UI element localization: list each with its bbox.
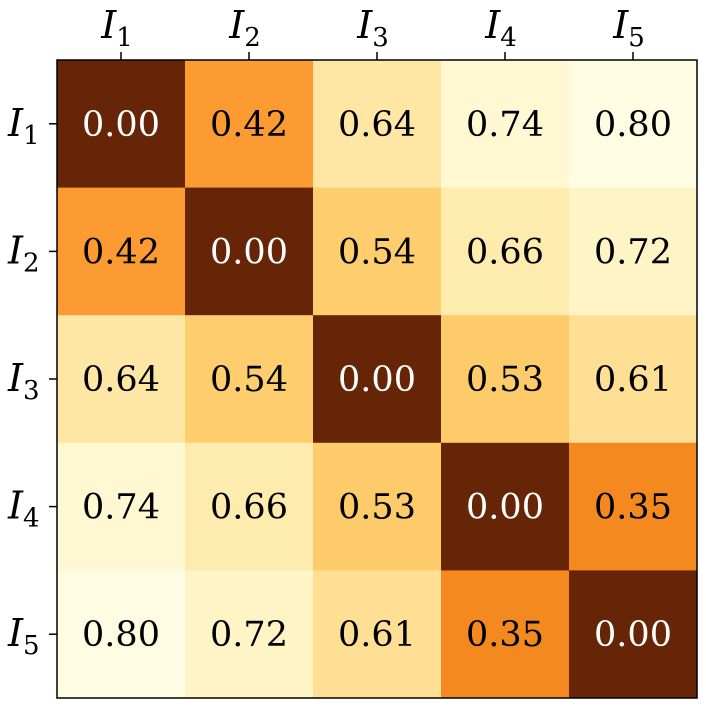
- heatmap-cell-r3-c4: [441, 315, 570, 444]
- heatmap-cell-r1-c1: [57, 60, 186, 189]
- x-tick-label: I4: [484, 3, 517, 53]
- cell-value-r2-c3: 0.54: [338, 232, 416, 272]
- heatmap-cell-r3-c5: [569, 315, 698, 444]
- y-tick-label-sub: 3: [23, 376, 40, 406]
- heatmap-cell-r3-c1: [57, 315, 186, 444]
- cell-value-r2-c4: 0.66: [466, 232, 544, 272]
- x-tick-label-sub: 3: [372, 23, 389, 53]
- heatmap-cell-r4-c3: [313, 442, 442, 571]
- x-tick-label-base: I: [100, 3, 117, 47]
- heatmap-cell-r1-c3: [313, 60, 442, 189]
- x-tick-label-sub: 2: [244, 23, 261, 53]
- cell-value-r1-c5: 0.80: [594, 105, 672, 145]
- heatmap-cell-r2-c3: [313, 187, 442, 316]
- cell-value-r1-c2: 0.42: [210, 105, 288, 145]
- x-tick-label: I5: [612, 3, 645, 53]
- cell-value-r4-c2: 0.66: [210, 488, 288, 528]
- cell-value-r2-c1: 0.42: [82, 232, 160, 272]
- cell-value-r4-c3: 0.53: [338, 488, 416, 528]
- cell-value-r5-c3: 0.61: [338, 615, 416, 655]
- heatmap-cell-r3-c2: [185, 315, 314, 444]
- y-tick-label: I5: [7, 611, 40, 661]
- x-tick-label-base: I: [484, 3, 501, 47]
- cell-value-r2-c2: 0.00: [210, 232, 288, 272]
- x-tick-label-sub: 5: [628, 23, 645, 53]
- x-tick-label-base: I: [228, 3, 245, 47]
- y-tick-label-sub: 4: [23, 504, 40, 534]
- y-tick-label: I4: [7, 484, 40, 534]
- heatmap-cell-r2-c2: [185, 187, 314, 316]
- cell-value-r1-c4: 0.74: [466, 105, 544, 145]
- x-tick-labels: I1 I2 I3 I4 I5: [100, 3, 645, 53]
- y-tick-label: I2: [7, 228, 40, 278]
- x-tick-label: I2: [228, 3, 261, 53]
- heatmap-cell-r4-c4: [441, 442, 570, 571]
- x-tick-label: I3: [356, 3, 389, 53]
- y-tick-label-base: I: [7, 228, 24, 272]
- heatmap-cell-r2-c5: [569, 187, 698, 316]
- y-tick-label: I1: [7, 101, 40, 151]
- heatmap-cell-r2-c1: [57, 187, 186, 316]
- cell-value-r3-c4: 0.53: [466, 360, 544, 400]
- y-tick-label-base: I: [7, 101, 24, 145]
- x-tick-label: I1: [100, 3, 133, 53]
- heatmap-cell-r1-c2: [185, 60, 314, 189]
- x-tick-label-sub: 1: [116, 23, 133, 53]
- cell-value-r3-c3: 0.00: [338, 360, 416, 400]
- x-tick-label-base: I: [356, 3, 373, 47]
- heatmap-cell-r5-c3: [313, 570, 442, 699]
- cell-value-r3-c5: 0.61: [594, 360, 672, 400]
- heatmap-cell-r4-c2: [185, 442, 314, 571]
- heatmap-cell-r4-c5: [569, 442, 698, 571]
- y-tick-label-base: I: [7, 356, 24, 400]
- y-tick-label-base: I: [7, 484, 24, 528]
- cell-value-r5-c4: 0.35: [466, 615, 544, 655]
- y-tick-label-sub: 1: [23, 121, 40, 151]
- y-tick-label-sub: 5: [23, 631, 40, 661]
- cell-value-r5-c2: 0.72: [210, 615, 288, 655]
- cell-value-r5-c1: 0.80: [82, 615, 160, 655]
- cell-value-r3-c1: 0.64: [82, 360, 160, 400]
- heatmap-cell-r1-c4: [441, 60, 570, 189]
- x-tick-label-base: I: [612, 3, 629, 47]
- cell-value-r1-c3: 0.64: [338, 105, 416, 145]
- heatmap-cell-r4-c1: [57, 442, 186, 571]
- axis-ticks: [49, 52, 634, 635]
- cell-value-r1-c1: 0.00: [82, 105, 160, 145]
- heatmap-cell-r5-c1: [57, 570, 186, 699]
- cell-value-r3-c2: 0.54: [210, 360, 288, 400]
- cell-value-r4-c1: 0.74: [82, 488, 160, 528]
- x-tick-label-sub: 4: [500, 23, 517, 53]
- heatmap-cells: [57, 60, 698, 699]
- y-tick-label-base: I: [7, 611, 24, 655]
- y-tick-label-sub: 2: [23, 248, 40, 278]
- cell-value-labels: 0.00 0.42 0.64 0.74 0.80 0.42 0.00 0.54 0.66 0.72…: [82, 105, 672, 655]
- heatmap-cell-r5-c5: [569, 570, 698, 699]
- cell-value-r4-c5: 0.35: [594, 488, 672, 528]
- heatmap-cell-r3-c3: [313, 315, 442, 444]
- cell-value-r4-c4: 0.00: [466, 488, 544, 528]
- cell-value-r2-c5: 0.72: [594, 232, 672, 272]
- heatmap-cell-r5-c2: [185, 570, 314, 699]
- cell-value-r5-c5: 0.00: [594, 615, 672, 655]
- y-tick-label: I3: [7, 356, 40, 406]
- heatmap-cell-r2-c4: [441, 187, 570, 316]
- heatmap-cell-r5-c4: [441, 570, 570, 699]
- heatmap-cell-r1-c5: [569, 60, 698, 189]
